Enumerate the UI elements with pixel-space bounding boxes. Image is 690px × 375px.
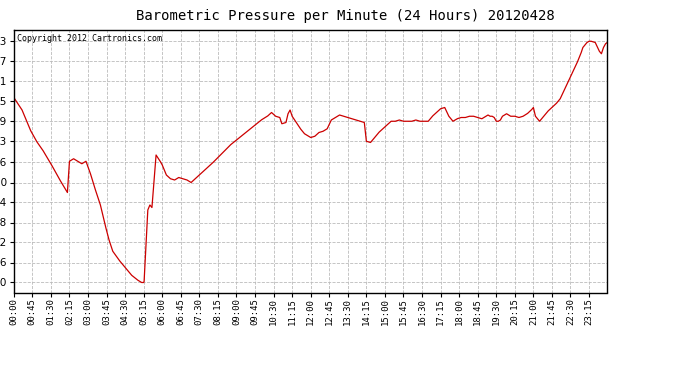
Text: Copyright 2012 Cartronics.com: Copyright 2012 Cartronics.com (17, 34, 161, 43)
Text: Barometric Pressure per Minute (24 Hours) 20120428: Barometric Pressure per Minute (24 Hours… (136, 9, 554, 23)
